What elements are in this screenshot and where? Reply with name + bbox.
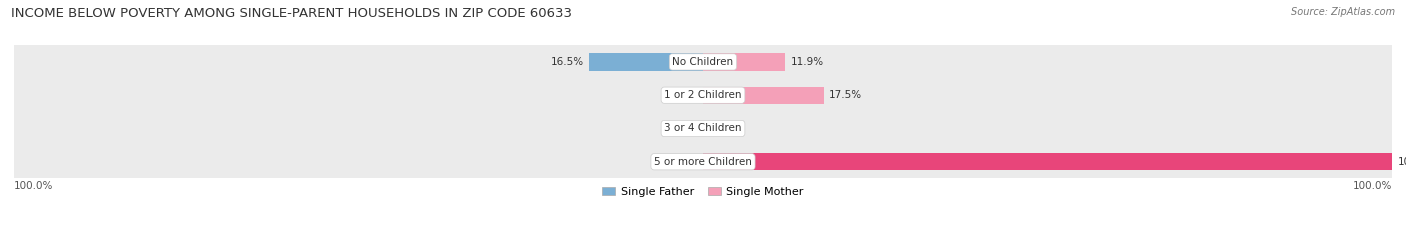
Text: 100.0%: 100.0% xyxy=(14,181,53,191)
Bar xyxy=(14,45,1392,79)
Text: Source: ZipAtlas.com: Source: ZipAtlas.com xyxy=(1291,7,1395,17)
Bar xyxy=(703,153,1392,170)
Bar xyxy=(703,86,824,104)
Text: 0.0%: 0.0% xyxy=(671,123,697,134)
Text: 1 or 2 Children: 1 or 2 Children xyxy=(664,90,742,100)
Legend: Single Father, Single Mother: Single Father, Single Mother xyxy=(598,182,808,201)
Text: 11.9%: 11.9% xyxy=(790,57,824,67)
Text: 100.0%: 100.0% xyxy=(1398,157,1406,167)
Text: 0.0%: 0.0% xyxy=(671,157,697,167)
Bar xyxy=(589,53,703,71)
Text: No Children: No Children xyxy=(672,57,734,67)
Text: 0.0%: 0.0% xyxy=(671,90,697,100)
Text: 5 or more Children: 5 or more Children xyxy=(654,157,752,167)
Text: 0.0%: 0.0% xyxy=(709,123,735,134)
Text: 100.0%: 100.0% xyxy=(1353,181,1392,191)
Bar xyxy=(14,112,1392,145)
Text: 3 or 4 Children: 3 or 4 Children xyxy=(664,123,742,134)
Text: 16.5%: 16.5% xyxy=(551,57,583,67)
Text: 17.5%: 17.5% xyxy=(830,90,862,100)
Text: INCOME BELOW POVERTY AMONG SINGLE-PARENT HOUSEHOLDS IN ZIP CODE 60633: INCOME BELOW POVERTY AMONG SINGLE-PARENT… xyxy=(11,7,572,20)
Bar xyxy=(14,79,1392,112)
Bar xyxy=(703,53,785,71)
Bar xyxy=(14,145,1392,178)
